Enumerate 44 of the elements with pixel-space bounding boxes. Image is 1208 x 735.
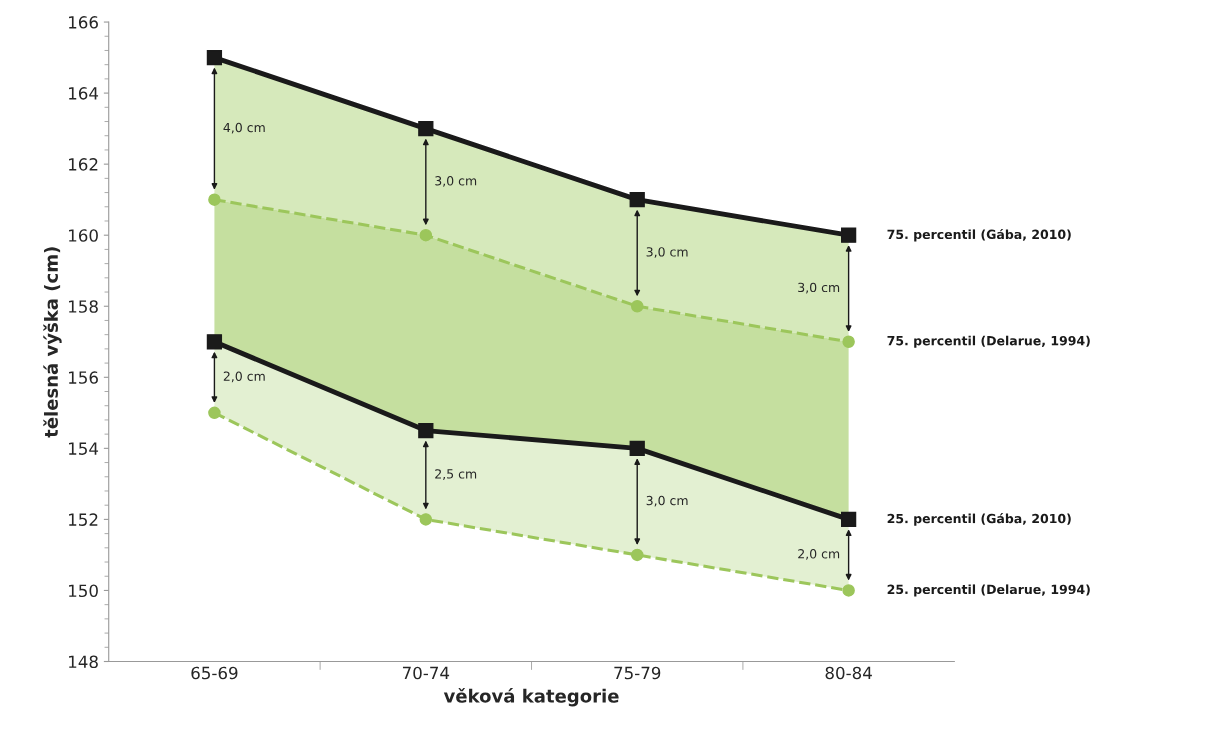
y-tick-label: 150 — [69, 584, 98, 598]
text: 75. percentil (Gába, 2010) — [887, 228, 1071, 242]
x-tick-label: 80-84 — [825, 666, 872, 680]
annotation: 3,0 cm — [435, 176, 477, 187]
point — [418, 422, 434, 439]
point — [208, 193, 221, 206]
text: 25. percentil (Gába, 2010) — [887, 513, 1071, 526]
annotation: 3,0 cm — [646, 495, 688, 507]
point — [840, 227, 857, 243]
x-tick-label: 75-79 — [614, 666, 661, 680]
point — [842, 335, 855, 349]
text: 25. percentil (Delarue, 1994) — [887, 584, 1090, 597]
y-tick-label: 148 — [69, 655, 98, 669]
x-tick-label: 70-74 — [402, 666, 450, 680]
y-tick-label: 162 — [69, 158, 98, 171]
y-tick-label: 158 — [69, 300, 98, 313]
point — [630, 548, 644, 562]
annotation: 2,5 cm — [435, 469, 477, 480]
point — [206, 49, 223, 66]
y-tick-label: 152 — [69, 513, 98, 526]
x-tick-label: 65-69 — [191, 666, 238, 680]
y-tick-label: 160 — [69, 229, 98, 242]
annotation: 2,0 cm — [223, 371, 265, 383]
point — [419, 228, 433, 242]
point — [208, 406, 221, 420]
annotation: 4,0 cm — [223, 122, 265, 134]
y-tick-label: 166 — [69, 16, 98, 29]
point — [206, 334, 223, 350]
point — [629, 440, 645, 456]
point — [419, 513, 433, 526]
y-axis-title: tělesná výška (cm) — [43, 247, 62, 438]
y-tick-label: 154 — [69, 442, 99, 455]
point — [418, 120, 434, 137]
point — [630, 299, 644, 313]
annotation: 3,0 cm — [646, 247, 688, 258]
point — [629, 192, 645, 208]
point — [840, 511, 857, 528]
x-axis-title: věková kategorie — [443, 688, 619, 707]
text: 75. percentil (Delarue, 1994) — [887, 335, 1090, 348]
annotation: 2,0 cm — [798, 549, 840, 560]
y-tick-label: 156 — [69, 371, 98, 384]
y-tick-label: 164 — [69, 87, 99, 100]
annotation: 3,0 cm — [798, 282, 840, 294]
point — [842, 584, 855, 597]
